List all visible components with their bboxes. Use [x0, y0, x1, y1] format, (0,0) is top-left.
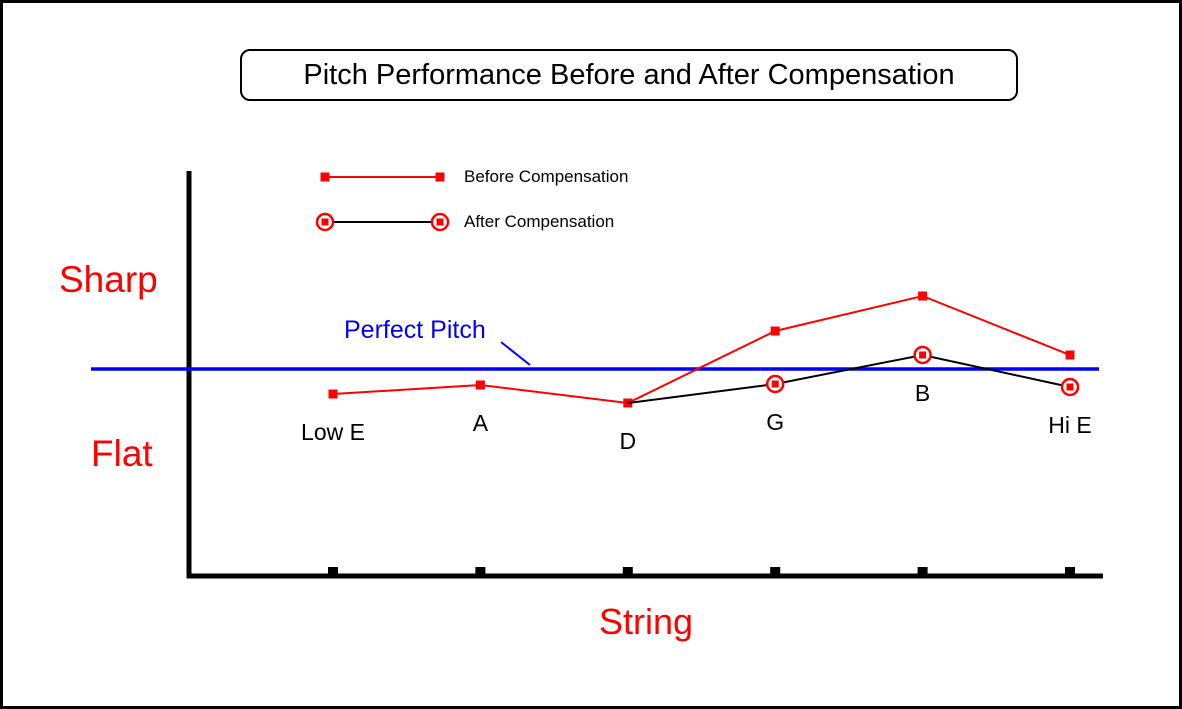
circled-square-marker-center	[321, 218, 329, 226]
x-tick-label: G	[766, 409, 784, 435]
x-tick-label: D	[619, 428, 636, 454]
legend: Before Compensation After Compensation	[315, 162, 628, 252]
plot-area: Low E A D G B Hi E	[91, 171, 1103, 579]
series-line-0	[332, 294, 1071, 405]
square-marker	[918, 291, 928, 301]
x-tick	[475, 567, 486, 578]
x-tick	[622, 567, 633, 578]
x-tick	[770, 567, 781, 578]
perfect-pitch-pointer	[500, 341, 531, 366]
after-compensation-swatch	[315, 212, 450, 232]
circled-square-marker-center	[919, 351, 927, 359]
legend-label-after: After Compensation	[464, 212, 615, 231]
y-axis-sharp-label: Sharp	[59, 259, 158, 300]
y-axis-flat-label: Flat	[91, 433, 153, 474]
x-tick	[328, 567, 338, 578]
x-tick	[917, 567, 928, 578]
perfect-pitch-label: Perfect Pitch	[344, 316, 486, 344]
chart-title: Pitch Performance Before and After Compe…	[240, 49, 1018, 101]
legend-item-after: After Compensation	[315, 207, 628, 237]
x-tick	[1065, 567, 1075, 578]
x-tick-label: B	[915, 380, 930, 406]
square-marker	[435, 172, 445, 182]
series-line-1	[627, 353, 1071, 404]
legend-label-before: Before Compensation	[464, 167, 629, 186]
before-compensation-swatch	[320, 172, 445, 182]
x-axis-label: String	[598, 601, 694, 642]
square-marker	[475, 380, 485, 390]
square-marker	[328, 389, 338, 399]
x-tick-label: Low E	[301, 419, 365, 445]
square-marker	[320, 172, 330, 182]
square-marker	[770, 326, 780, 336]
square-marker	[1065, 350, 1075, 360]
x-tick-label: A	[473, 410, 489, 436]
x-tick-label: Hi E	[1048, 412, 1091, 438]
circled-square-marker-center	[436, 218, 444, 226]
legend-item-before: Before Compensation	[315, 162, 628, 192]
circled-square-marker-center	[1066, 383, 1074, 391]
circled-square-marker-center	[771, 380, 779, 388]
